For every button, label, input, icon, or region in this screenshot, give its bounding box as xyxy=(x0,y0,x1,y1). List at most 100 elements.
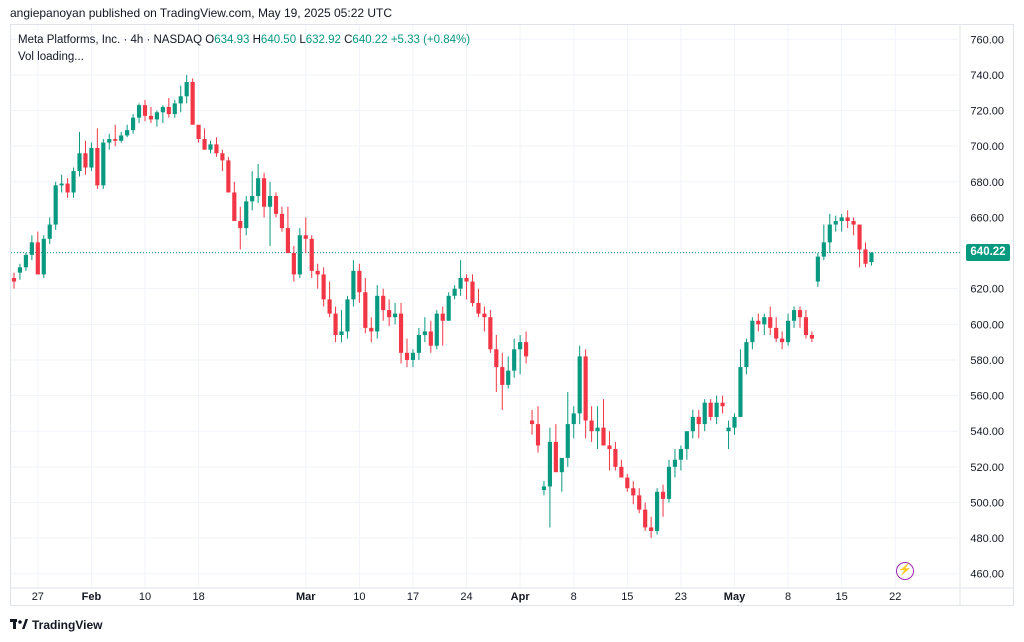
candle-down xyxy=(637,495,642,510)
candle-down xyxy=(774,327,779,339)
candle-down xyxy=(529,420,535,425)
x-tick-label: 17 xyxy=(407,591,419,603)
candle-down xyxy=(381,295,386,311)
lightning-icon[interactable]: ⚡ xyxy=(896,562,914,580)
candle-up xyxy=(89,147,94,168)
candle-up xyxy=(160,106,165,113)
y-tick-label: 480.00 xyxy=(970,533,1004,545)
candle-up xyxy=(655,491,660,531)
candle-up xyxy=(666,466,672,499)
low-label: L xyxy=(299,34,306,46)
candle-down xyxy=(238,220,243,229)
candle-up xyxy=(17,267,23,273)
y-tick-label: 660.00 xyxy=(970,212,1004,224)
candle-up xyxy=(136,105,142,118)
candle-up xyxy=(786,320,791,343)
candle-up xyxy=(131,117,136,131)
candle-down xyxy=(863,249,868,264)
candle-down xyxy=(607,445,612,450)
candle-down xyxy=(315,270,320,275)
symbol-label[interactable]: Meta Platforms, Inc. · 4h · NASDAQ xyxy=(18,34,203,46)
candle-down xyxy=(387,310,392,318)
candle-down xyxy=(619,466,624,478)
candle-up xyxy=(684,431,689,450)
candle-down xyxy=(797,310,803,318)
candle-up xyxy=(577,356,582,414)
candle-down xyxy=(273,196,279,214)
candle-up xyxy=(375,295,380,332)
candle-down xyxy=(113,139,118,141)
x-tick-label: 8 xyxy=(785,591,791,603)
candle-up xyxy=(172,103,177,115)
candle-up xyxy=(541,486,547,491)
candle-up xyxy=(125,130,130,136)
candle-up xyxy=(559,457,564,473)
y-tick-label: 680.00 xyxy=(970,177,1004,189)
x-tick-label: 15 xyxy=(621,591,633,603)
candle-down xyxy=(214,144,219,154)
y-tick-label: 580.00 xyxy=(970,355,1004,367)
candle-up xyxy=(518,342,523,350)
candle-down xyxy=(232,192,237,221)
candle-up xyxy=(208,144,213,150)
candle-up xyxy=(410,352,416,360)
candle-up xyxy=(506,370,511,385)
high-value: 640.50 xyxy=(260,34,297,46)
candle-down xyxy=(720,402,725,407)
candle-up xyxy=(297,235,302,275)
change-value: +5.33 (+0.84%) xyxy=(390,34,471,46)
candle-up xyxy=(690,416,695,432)
candle-up xyxy=(762,317,767,325)
candle-up xyxy=(422,331,427,336)
y-tick-label: 740.00 xyxy=(970,70,1004,82)
candle-up xyxy=(702,402,707,425)
candle-up xyxy=(738,367,743,417)
candle-up xyxy=(678,449,683,460)
x-tick-label: 10 xyxy=(139,591,151,603)
candle-up xyxy=(827,224,832,243)
candle-up xyxy=(452,288,457,296)
x-tick-label: 18 xyxy=(192,591,204,603)
candle-down xyxy=(631,488,636,496)
candle-down xyxy=(803,317,809,336)
candle-down xyxy=(327,299,332,314)
candle-up xyxy=(119,135,124,141)
candle-down xyxy=(625,477,630,489)
candle-down xyxy=(708,402,713,417)
candle-down xyxy=(428,331,433,346)
published-byline: angiepanoyan published on TradingView.co… xyxy=(10,6,393,20)
candle-down xyxy=(321,274,326,300)
chart-frame[interactable] xyxy=(10,24,1014,606)
y-tick-label: 760.00 xyxy=(970,34,1004,46)
candle-down xyxy=(190,82,195,125)
candle-up xyxy=(714,402,719,417)
y-tick-label: 700.00 xyxy=(970,141,1004,153)
candle-down xyxy=(553,441,558,473)
open-value: 634.93 xyxy=(214,34,250,46)
candle-down xyxy=(535,424,541,446)
candle-up xyxy=(101,142,106,186)
candle-up xyxy=(571,413,576,425)
candle-up xyxy=(791,310,797,321)
candle-down xyxy=(83,153,88,168)
candle-up xyxy=(244,201,249,229)
candle-up xyxy=(184,82,189,97)
candle-up xyxy=(821,242,826,257)
candle-down xyxy=(279,213,285,229)
candle-up xyxy=(839,217,844,221)
candle-down xyxy=(696,416,701,425)
candle-up xyxy=(595,427,600,432)
candle-down xyxy=(142,105,148,116)
tradingview-mark-icon xyxy=(10,619,28,629)
candle-up xyxy=(744,342,749,368)
candle-down xyxy=(768,317,773,328)
candle-down xyxy=(65,183,70,193)
x-tick-label: 27 xyxy=(32,591,44,603)
candle-up xyxy=(250,196,255,202)
candle-up xyxy=(565,424,570,458)
candle-down xyxy=(643,509,648,528)
candle-up xyxy=(339,331,344,336)
candle-down xyxy=(845,217,850,221)
candle-up xyxy=(726,427,731,432)
